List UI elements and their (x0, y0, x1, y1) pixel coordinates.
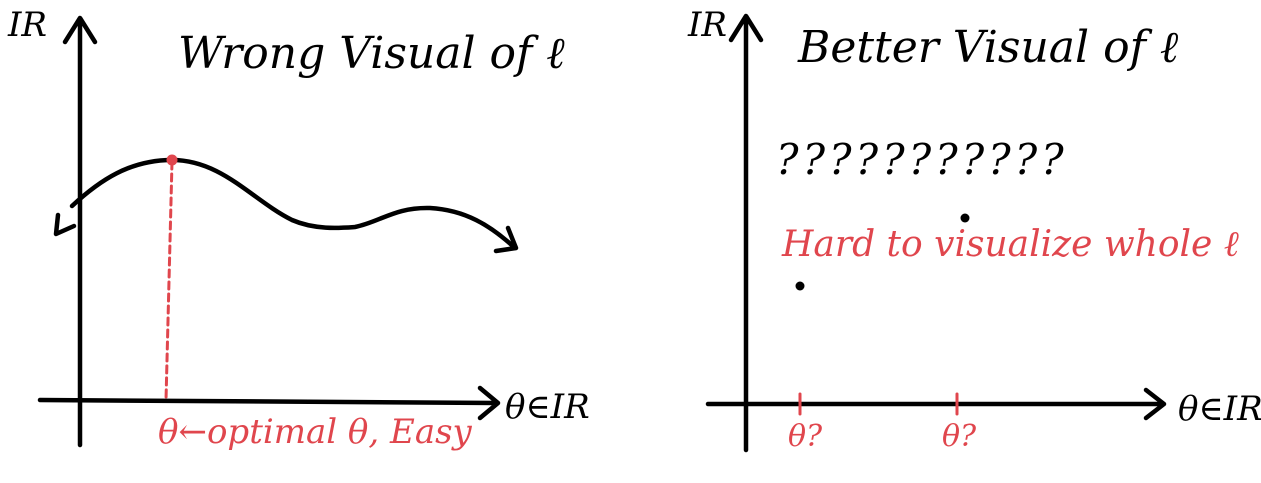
right-tick-label-1: θ? (788, 419, 823, 454)
right-panel: IR θ∈IR Better Visual of ℓ ??????????? H… (687, 5, 1261, 454)
optimum-dashed-line (164, 160, 174, 402)
right-y-axis (728, 13, 764, 453)
right-annotation: Hard to visualize whole ℓ (781, 224, 1239, 265)
optimum-point (166, 154, 178, 166)
right-x-axis-label: θ∈IR (1178, 389, 1261, 429)
left-annotation: θ←optimal θ, Easy (158, 412, 473, 452)
right-x-axis (705, 387, 1167, 421)
left-function-curve (69, 157, 518, 251)
left-curve-arrow-right (493, 225, 519, 254)
left-panel: IR θ∈IR Wrong Visual of ℓ θ←optimal θ, E… (7, 5, 590, 452)
left-x-axis-label: θ∈IR (505, 387, 590, 427)
right-title: Better Visual of ℓ (797, 22, 1179, 73)
right-y-axis-label: IR (687, 5, 727, 45)
left-y-axis-label: IR (7, 5, 47, 45)
left-title: Wrong Visual of ℓ (178, 28, 565, 79)
left-x-axis (37, 385, 501, 421)
left-y-axis (62, 15, 98, 448)
sample-point-lower (795, 281, 805, 291)
sample-point-upper (960, 213, 970, 223)
left-curve-arrow-left (53, 212, 77, 237)
question-marks-row: ??????????? (776, 135, 1068, 184)
right-tick-label-2: θ? (942, 419, 977, 454)
